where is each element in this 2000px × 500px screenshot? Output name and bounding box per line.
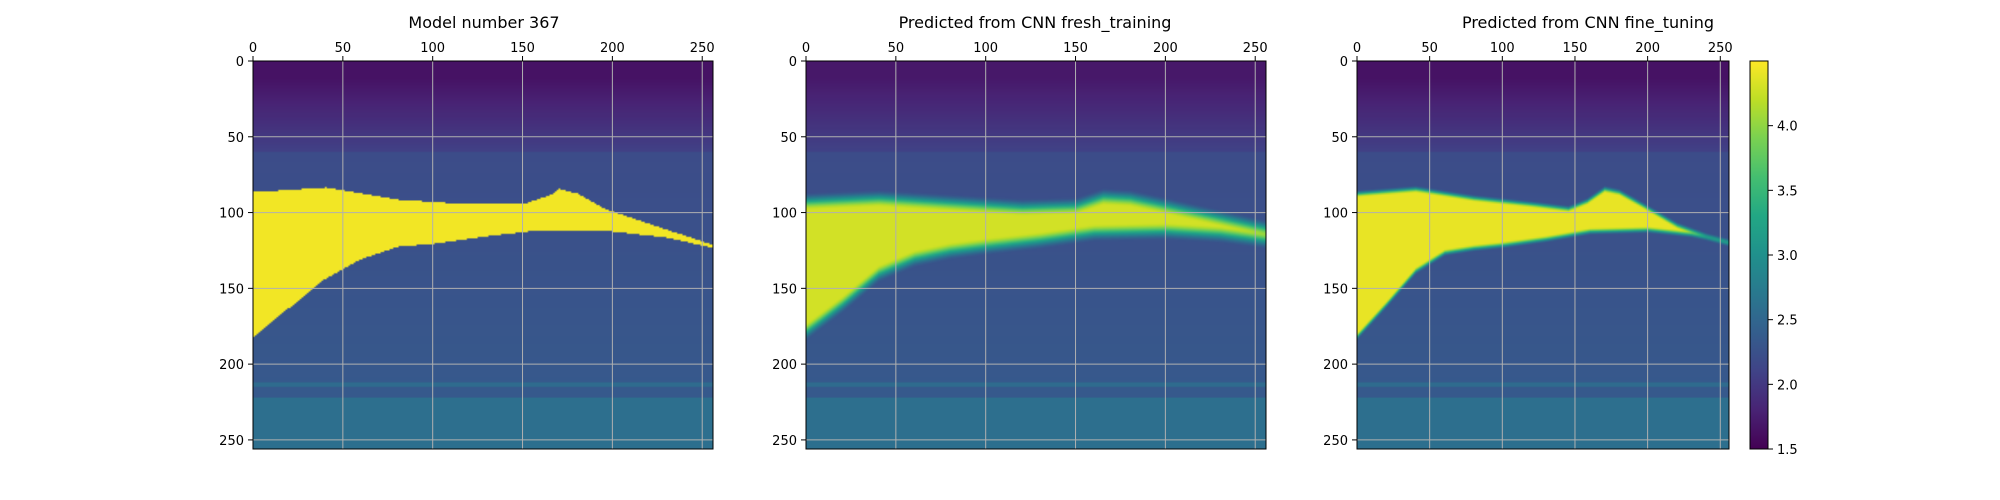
x-tick-label: 200: [1635, 41, 1660, 56]
x-tick-label: 0: [1353, 41, 1361, 56]
x-tick-label: 150: [1563, 41, 1588, 56]
y-tick-label: 0: [789, 55, 797, 70]
x-tick-label: 100: [420, 41, 445, 56]
axes-frame: [1356, 60, 1730, 450]
y-tick-label: 50: [780, 131, 797, 146]
x-tick-label: 150: [510, 41, 535, 56]
heatmap-image: [1357, 61, 1729, 449]
x-tick-label: 100: [973, 41, 998, 56]
colorbar-tick-label: 1.5: [1777, 443, 1798, 458]
y-tick-label: 150: [772, 282, 797, 297]
panel-title: Predicted from CNN fresh_training: [899, 13, 1172, 33]
x-tick-label: 50: [888, 41, 905, 56]
y-tick-label: 200: [219, 358, 244, 373]
x-tick-label: 0: [802, 41, 810, 56]
axes-frame: [252, 60, 714, 450]
y-tick-label: 150: [1323, 282, 1348, 297]
y-tick-label: 250: [219, 434, 244, 449]
x-tick-label: 50: [335, 41, 352, 56]
y-tick-label: 100: [1323, 207, 1348, 222]
x-tick-label: 250: [1243, 41, 1268, 56]
heatmap-image: [253, 61, 713, 449]
y-tick-label: 100: [219, 207, 244, 222]
x-tick-label: 200: [600, 41, 625, 56]
heatmap-image: [806, 61, 1266, 449]
colorbar: 1.5 2.0 2.5 3.0 3.5 4.0: [1749, 60, 1798, 458]
colorbar-tick-label: 3.0: [1777, 249, 1798, 264]
colorbar-tick-label: 4.0: [1777, 120, 1798, 135]
x-tick-label: 100: [1490, 41, 1515, 56]
y-tick-label: 0: [1340, 55, 1348, 70]
y-tick-label: 0: [236, 55, 244, 70]
y-tick-label: 250: [1323, 434, 1348, 449]
x-tick-label: 250: [690, 41, 715, 56]
axes-frame: [805, 60, 1267, 450]
x-tick-label: 250: [1708, 41, 1733, 56]
y-tick-label: 50: [227, 131, 244, 146]
panel-title: Predicted from CNN fine_tuning: [1462, 13, 1714, 33]
y-tick-label: 100: [772, 207, 797, 222]
panel-fine-tuning: Predicted from CNN fine_tuning 0 50 100 150…: [1323, 13, 1733, 450]
colorbar-tick-label: 2.0: [1777, 378, 1798, 393]
y-tick-label: 50: [1331, 131, 1348, 146]
x-tick-label: 0: [249, 41, 257, 56]
x-tick-label: 200: [1153, 41, 1178, 56]
colorbar-gradient: [1749, 60, 1769, 450]
y-tick-label: 200: [772, 358, 797, 373]
y-tick-label: 250: [772, 434, 797, 449]
colorbar-tick-label: 3.5: [1777, 184, 1798, 199]
panel-model: Model number 367 0 50 100 150 200 250 0 50 100 15…: [219, 13, 715, 450]
x-tick-label: 150: [1063, 41, 1088, 56]
colorbar-tick-label: 2.5: [1777, 314, 1798, 329]
panel-title: Model number 367: [408, 13, 559, 32]
x-tick-label: 50: [1421, 41, 1438, 56]
panel-fresh-training: Predicted from CNN fresh_training 0 50 100…: [772, 13, 1268, 450]
y-tick-label: 200: [1323, 358, 1348, 373]
y-tick-label: 150: [219, 282, 244, 297]
